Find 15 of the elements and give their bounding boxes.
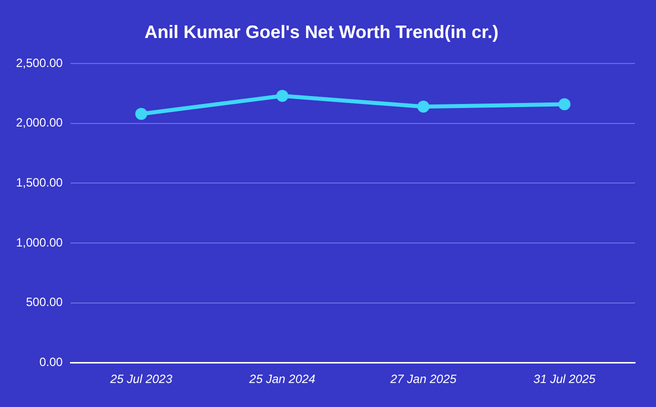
y-tick-label: 0.00 [39, 354, 64, 369]
y-tick-label: 1,000.00 [16, 235, 64, 250]
point [135, 108, 148, 120]
chart-title: Anil Kumar Goel's Net Worth Trend(in cr.) [144, 22, 498, 42]
x-tick-label: 25 Jan 2024 [248, 372, 316, 386]
point [417, 100, 430, 113]
y-tick-label: 2,500.00 [16, 56, 64, 70]
x-tick-label: 31 Jul 2025 [533, 372, 596, 386]
x-tick-label: 25 Jul 2023 [109, 372, 173, 386]
y-tick-label: 2,000.00 [16, 116, 64, 130]
point [558, 98, 570, 110]
y-tick-label: 500.00 [26, 295, 64, 310]
x-tick-label: 27 Jan 2025 [389, 372, 457, 386]
point [276, 90, 288, 102]
y-tick-label: 1,500.00 [16, 176, 64, 190]
